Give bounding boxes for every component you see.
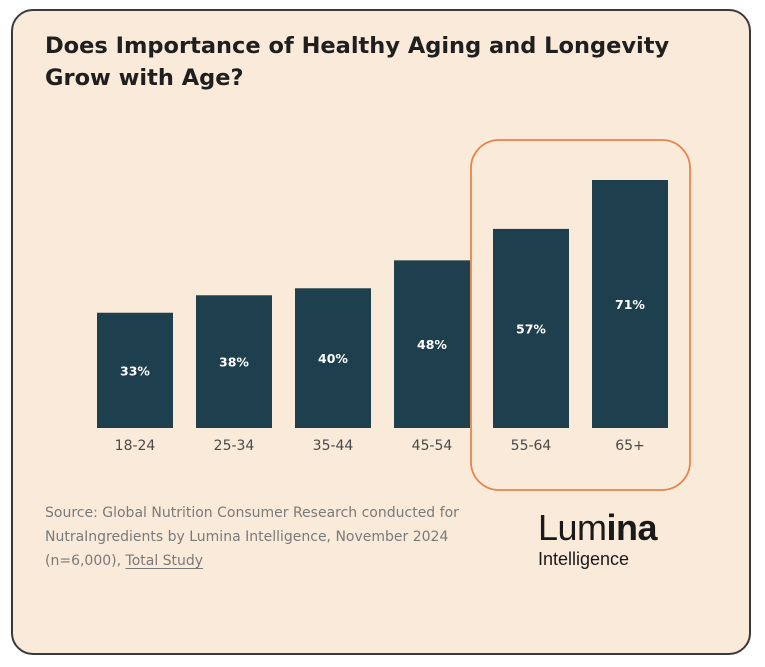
bar-35-44 [295,288,371,428]
bar-18-24 [97,312,173,428]
bar-value-label: 40% [318,351,348,366]
source-note: Source: Global Nutrition Consumer Resear… [45,501,525,573]
bar-value-label: 71% [615,297,645,312]
x-tick-label: 65+ [615,438,645,454]
bar-25-34 [196,295,272,428]
logo-word-part2: ina [606,507,658,548]
labels-layer: 33% 38% 40% 48% 57% 71% [120,297,645,378]
bar-value-label: 48% [417,337,447,352]
logo-subtitle: Intelligence [538,549,630,569]
lumina-logo: Lumina Intelligence [538,508,698,570]
chart-title: Does Importance of Healthy Aging and Lon… [45,33,670,91]
bar-55-64 [493,228,569,428]
source-text: Source: Global Nutrition Consumer Resear… [45,505,459,569]
x-axis-ticks: 18-24 25-34 35-44 45-54 55-64 65+ [115,438,645,454]
highlight-box [470,139,691,491]
bars-layer [97,180,668,428]
bar-45-54 [394,260,470,428]
x-tick-label: 18-24 [115,438,156,454]
logo-word-part1: Lum [538,507,607,548]
total-study-link[interactable]: Total Study [125,553,204,569]
bar-value-label: 33% [120,363,150,378]
bar-value-label: 38% [219,355,249,370]
bar-value-label: 57% [516,321,546,336]
bar-65 [592,180,668,428]
x-tick-label: 25-34 [214,438,255,454]
highlight-layer [470,139,691,491]
logo-wordmark: Lumina [538,508,698,548]
x-tick-label: 55-64 [511,438,552,454]
x-tick-label: 35-44 [313,438,354,454]
x-tick-label: 45-54 [412,438,453,454]
